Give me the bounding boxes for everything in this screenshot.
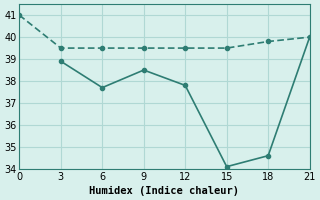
X-axis label: Humidex (Indice chaleur): Humidex (Indice chaleur) bbox=[90, 186, 239, 196]
